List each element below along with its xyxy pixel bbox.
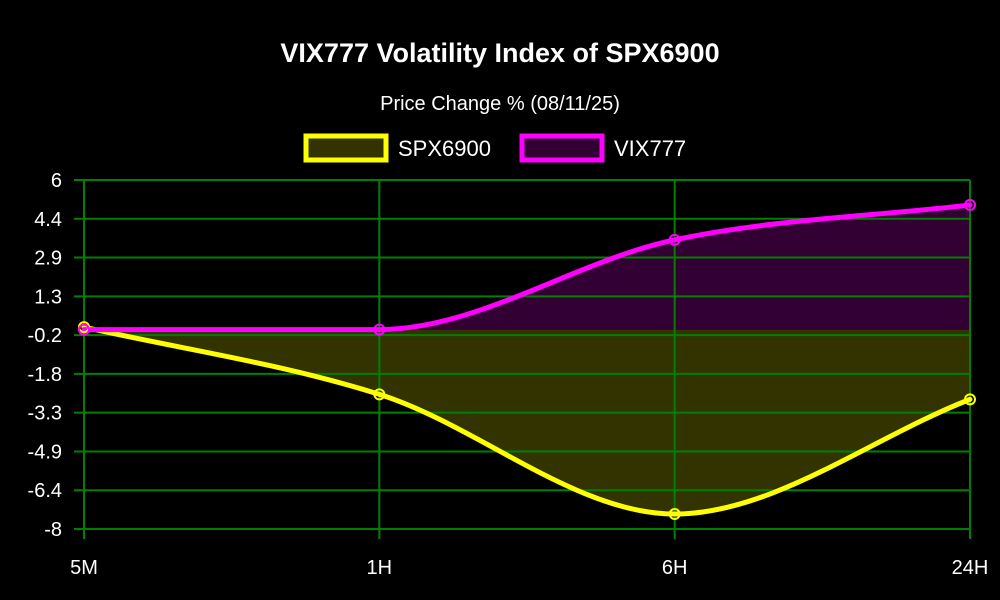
series-line-vix777	[81, 202, 973, 333]
x-axis-ticks: 5M 1H 6H 24H	[70, 557, 988, 579]
data-point-vix777-24h	[964, 198, 976, 211]
y-tick-label: -4.9	[28, 441, 62, 463]
data-points	[78, 198, 976, 521]
y-tick-label: -8	[44, 519, 62, 541]
x-tick-label: 24H	[952, 557, 989, 579]
chart-subtitle: Price Change % (08/11/25)	[380, 93, 620, 115]
y-tick-label: -1.8	[28, 364, 62, 386]
y-tick-label: -3.3	[28, 403, 62, 425]
y-tick-label: 1.3	[34, 286, 62, 308]
legend-item-spx6900[interactable]: SPX6900	[303, 133, 491, 163]
y-tick-label: -6.4	[28, 480, 62, 502]
y-tick-label: -0.2	[28, 325, 62, 347]
y-axis-ticks: 6 4.4 2.9 1.3 -0.2 -1.8 -3.3 -4.9 -6.4 -8	[28, 170, 62, 541]
series-lines	[81, 202, 973, 517]
legend-item-vix777[interactable]: VIX777	[519, 133, 686, 163]
y-tick-label: 4.4	[34, 209, 62, 231]
series-fill-vix777	[84, 204, 970, 330]
chart-title: VIX777 Volatility Index of SPX6900	[280, 38, 719, 68]
y-tick-label: 2.9	[34, 248, 62, 270]
data-point-spx6900-24h	[964, 393, 976, 406]
data-point-vix777-6h	[668, 233, 681, 246]
x-tick-label: 5M	[70, 557, 98, 579]
data-point-spx6900-6h	[668, 508, 681, 521]
y-tick-label: 6	[51, 170, 62, 192]
series-line-spx6900	[81, 324, 973, 517]
legend-label: VIX777	[614, 136, 686, 161]
legend-label: SPX6900	[398, 136, 491, 161]
legend: SPX6900 VIX777	[303, 133, 686, 163]
x-tick-label: 6H	[662, 557, 688, 579]
data-point-vix777-5m	[78, 323, 90, 336]
data-point-spx6900-1h	[373, 388, 386, 401]
x-tick-label: 1H	[367, 557, 393, 579]
legend-swatch	[303, 133, 389, 163]
data-point-vix777-1h	[373, 323, 386, 336]
legend-swatch	[519, 133, 605, 163]
